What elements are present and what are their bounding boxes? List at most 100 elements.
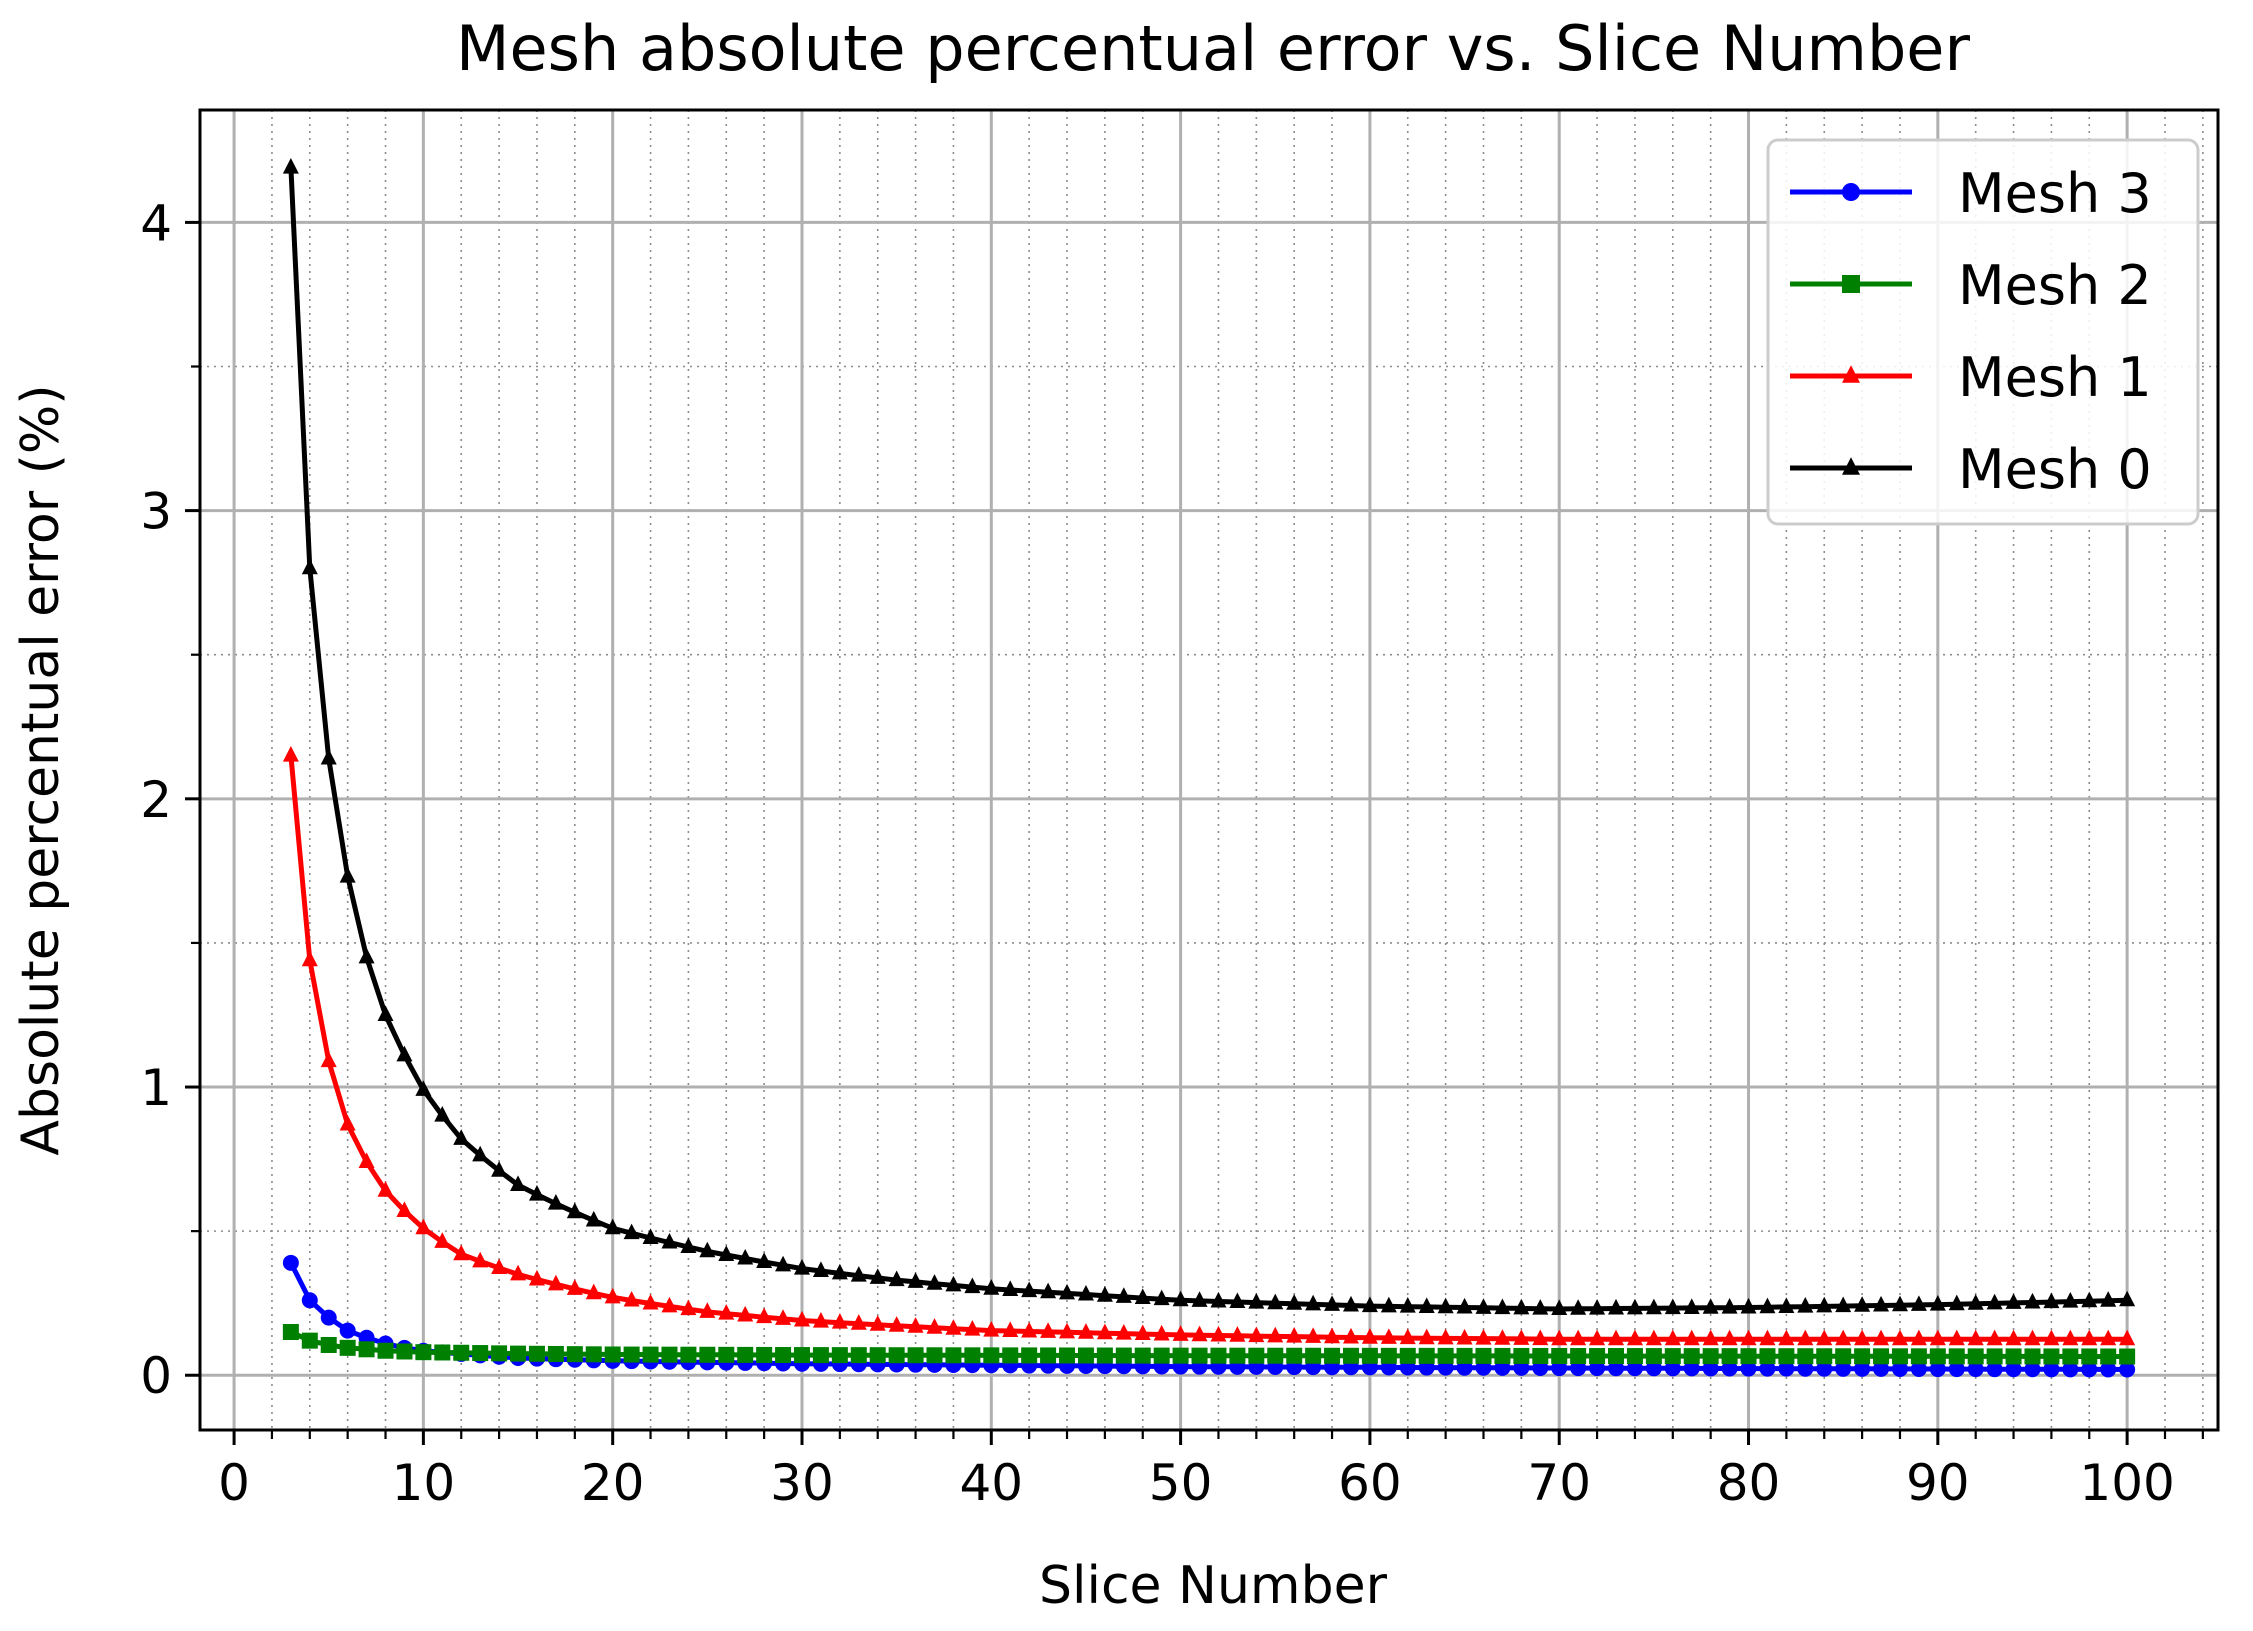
data-point-mesh-3 (1570, 1360, 1587, 1377)
data-point-mesh-0 (1929, 1295, 1946, 1311)
data-point-mesh-0 (1570, 1299, 1587, 1315)
data-point-mesh-3 (1967, 1361, 1984, 1378)
data-point-mesh-3 (1854, 1360, 1871, 1377)
legend-marker-mesh-3 (1842, 183, 1860, 201)
data-point-mesh-0 (1891, 1295, 1908, 1312)
data-point-mesh-1 (2100, 1329, 2117, 1346)
data-point-mesh-2 (812, 1347, 829, 1364)
legend-item-mesh-0: Mesh 0 (1790, 438, 2152, 501)
y-tick-label: 0 (140, 1347, 172, 1405)
data-point-mesh-2 (869, 1347, 886, 1364)
data-point-mesh-0 (1229, 1292, 1246, 1309)
data-point-mesh-0 (812, 1261, 829, 1278)
data-point-mesh-1 (1153, 1324, 1170, 1341)
data-point-mesh-0 (926, 1274, 943, 1290)
data-point-mesh-1 (1305, 1327, 1322, 1343)
data-point-mesh-2 (1532, 1347, 1549, 1364)
data-point-mesh-0 (1399, 1297, 1416, 1313)
data-point-mesh-1 (377, 1181, 394, 1197)
data-point-mesh-3 (1702, 1360, 1719, 1377)
data-point-mesh-1 (1399, 1328, 1416, 1345)
y-axis-tick-labels: 0 1 2 3 4 (140, 194, 172, 1405)
data-point-mesh-3 (1797, 1360, 1814, 1377)
data-point-mesh-0 (718, 1245, 735, 1261)
data-point-mesh-1 (547, 1274, 564, 1291)
data-point-mesh-3 (1835, 1360, 1852, 1377)
data-point-mesh-2 (1910, 1348, 1927, 1365)
data-point-mesh-0 (680, 1237, 697, 1254)
data-point-mesh-1 (1513, 1329, 1530, 1345)
data-point-mesh-3 (2119, 1361, 2136, 1378)
data-point-mesh-2 (2119, 1348, 2136, 1365)
data-point-mesh-0 (1267, 1293, 1284, 1310)
data-point-mesh-1 (585, 1283, 602, 1300)
data-point-mesh-2 (907, 1347, 924, 1364)
data-point-mesh-2 (1778, 1348, 1795, 1365)
data-point-mesh-2 (1286, 1347, 1303, 1364)
data-point-mesh-3 (1910, 1360, 1927, 1377)
data-point-mesh-2 (1059, 1347, 1076, 1364)
data-point-mesh-1 (1835, 1329, 1852, 1346)
data-point-mesh-2 (1854, 1348, 1871, 1365)
data-point-mesh-3 (1948, 1361, 1965, 1378)
data-point-mesh-0 (1513, 1298, 1530, 1315)
data-point-mesh-0 (1361, 1296, 1378, 1313)
data-point-mesh-2 (1229, 1347, 1246, 1364)
data-point-mesh-2 (1267, 1347, 1284, 1364)
legend-label-mesh-0: Mesh 0 (1958, 438, 2152, 501)
data-point-mesh-1 (1740, 1329, 1757, 1346)
data-point-mesh-1 (1551, 1329, 1568, 1346)
data-point-mesh-0 (737, 1248, 754, 1265)
data-point-mesh-2 (510, 1345, 527, 1362)
data-point-mesh-0 (1532, 1299, 1549, 1315)
data-point-mesh-3 (1683, 1360, 1700, 1377)
data-point-mesh-0 (1040, 1282, 1057, 1299)
data-point-mesh-1 (1910, 1329, 1927, 1346)
data-point-mesh-1 (1380, 1328, 1397, 1344)
data-point-mesh-1 (2081, 1329, 2098, 1346)
data-point-mesh-1 (945, 1319, 962, 1335)
data-point-mesh-2 (320, 1336, 337, 1353)
data-point-mesh-3 (1778, 1360, 1795, 1377)
legend-item-mesh-2: Mesh 2 (1790, 254, 2152, 317)
data-point-mesh-0 (1721, 1298, 1738, 1314)
data-point-mesh-3 (1664, 1360, 1681, 1377)
data-point-mesh-1 (926, 1318, 943, 1334)
data-point-mesh-3 (1721, 1360, 1738, 1377)
data-point-mesh-1 (793, 1310, 810, 1327)
data-point-mesh-1 (737, 1305, 754, 1322)
series-mesh-1 (282, 745, 2136, 1346)
data-point-mesh-1 (1683, 1329, 1700, 1346)
data-point-mesh-2 (2100, 1348, 2117, 1365)
data-point-mesh-0 (1475, 1298, 1492, 1314)
x-axis-label: Slice Number (1039, 1556, 1388, 1616)
data-point-mesh-2 (1589, 1348, 1606, 1365)
data-point-mesh-1 (1342, 1327, 1359, 1344)
data-point-mesh-2 (1683, 1348, 1700, 1365)
data-point-mesh-2 (1513, 1347, 1530, 1364)
data-point-mesh-2 (1021, 1347, 1038, 1364)
data-point-mesh-2 (491, 1345, 508, 1362)
data-point-mesh-0 (320, 748, 337, 765)
data-point-mesh-2 (1664, 1348, 1681, 1365)
x-tick-label: 0 (218, 1454, 250, 1512)
data-point-mesh-0 (1248, 1293, 1265, 1309)
legend-items: Mesh 3 Mesh 2 Mesh 1 Mesh 0 (1790, 162, 2152, 501)
data-point-mesh-2 (2081, 1348, 2098, 1365)
x-tick-label: 10 (392, 1454, 456, 1512)
data-point-mesh-1 (396, 1201, 413, 1217)
data-point-mesh-3 (2062, 1361, 2079, 1378)
data-point-mesh-2 (1816, 1348, 1833, 1365)
data-point-mesh-0 (1191, 1291, 1208, 1307)
data-point-mesh-1 (2119, 1329, 2136, 1346)
data-point-mesh-1 (1096, 1323, 1113, 1340)
data-point-mesh-0 (623, 1223, 640, 1240)
data-point-mesh-2 (661, 1346, 678, 1363)
data-point-mesh-2 (1305, 1347, 1322, 1364)
data-point-mesh-0 (1021, 1281, 1038, 1298)
data-point-mesh-0 (1115, 1287, 1132, 1303)
axis-ticks (185, 220, 2204, 1445)
data-point-mesh-2 (1324, 1347, 1341, 1364)
data-point-mesh-3 (301, 1292, 318, 1309)
